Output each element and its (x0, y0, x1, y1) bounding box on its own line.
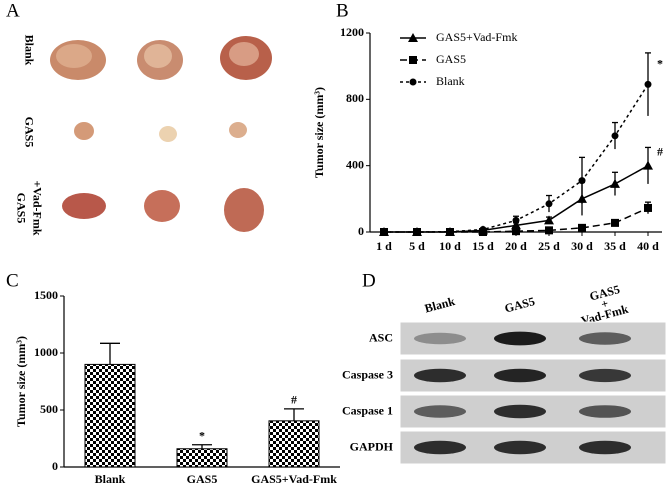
column-label: + (600, 296, 610, 311)
blot-band (579, 368, 631, 383)
tumor-photos (50, 36, 272, 232)
marker (644, 203, 652, 212)
marker (409, 78, 417, 86)
row-label: +Vad-Fmk (30, 180, 44, 235)
x-tick-label: GAS5+Vad-Fmk (251, 472, 337, 486)
blot-band (494, 331, 546, 346)
marker (380, 228, 388, 236)
blot-band (494, 368, 546, 383)
legend-label: GAS5+Vad-Fmk (436, 30, 517, 44)
y-tick-label: 1500 (34, 288, 58, 302)
annotation: * (199, 429, 205, 443)
column-label: GAS5 (503, 294, 536, 315)
marker (479, 226, 487, 234)
y-tick-label: 0 (358, 224, 364, 238)
marker (512, 216, 520, 224)
row-label: GAS5 (14, 193, 28, 224)
legend-label: Blank (436, 74, 465, 88)
x-tick-label: Blank (95, 472, 126, 486)
bar (84, 363, 136, 468)
error-bar (192, 444, 212, 449)
row-label: GAS5 (22, 117, 36, 148)
panel-label: A (6, 0, 20, 21)
x-tick-label: 10 d (439, 239, 461, 253)
marker (643, 160, 653, 170)
x-tick-label: 5 d (409, 239, 425, 253)
x-tick-label: 35 d (604, 239, 626, 253)
x-tick-label: GAS5 (187, 472, 218, 486)
y-tick-label: 500 (40, 402, 58, 416)
legend-label: GAS5 (436, 52, 466, 66)
marker (545, 200, 553, 208)
x-tick-label: 20 d (505, 239, 527, 253)
row-label: GAPDH (350, 439, 394, 453)
marker (409, 56, 417, 64)
blot-band (494, 440, 546, 455)
bar (268, 420, 320, 468)
marker (511, 220, 521, 230)
bar (176, 448, 228, 468)
row-label: ASC (369, 330, 393, 344)
x-tick-label: 1 d (376, 239, 392, 253)
annotation: # (291, 393, 297, 407)
blot-band (579, 405, 631, 418)
error-bar (284, 408, 304, 421)
panel-label: C (6, 270, 19, 291)
error-bar (100, 342, 120, 365)
y-tick-label: 0 (52, 459, 58, 473)
annotation: * (657, 56, 663, 70)
marker (545, 226, 553, 235)
blot-band (414, 368, 466, 383)
panel-label: B (336, 0, 349, 21)
x-tick-label: 15 d (472, 239, 494, 253)
row-label: Caspase 1 (342, 403, 393, 417)
y-axis-label: Tumor size (mm³) (312, 87, 326, 178)
blot-band (414, 440, 466, 455)
blot-band (414, 332, 466, 345)
y-tick-label: 1000 (34, 345, 58, 359)
blot-band (579, 332, 631, 345)
x-tick-label: 40 d (637, 239, 659, 253)
marker (413, 228, 421, 236)
column-label: Blank (423, 294, 457, 316)
y-axis-label: Tumor size (mm³) (14, 336, 28, 427)
marker (544, 215, 554, 225)
blot-band (579, 440, 631, 455)
marker (578, 223, 586, 232)
marker (446, 228, 454, 236)
series-line (384, 84, 649, 233)
x-tick-label: 30 d (571, 239, 593, 253)
marker (611, 132, 619, 140)
row-label: Blank (22, 35, 36, 66)
marker (512, 227, 520, 236)
blot-band (494, 404, 546, 419)
y-tick-label: 800 (346, 91, 364, 105)
annotation: # (657, 144, 663, 158)
y-tick-label: 1200 (340, 25, 364, 39)
row-label: Caspase 3 (342, 367, 393, 381)
marker (644, 80, 652, 88)
marker (578, 177, 586, 185)
panel-label: D (362, 270, 376, 291)
y-tick-label: 400 (346, 157, 364, 171)
marker (611, 218, 619, 227)
marker (408, 33, 418, 42)
marker (610, 178, 620, 188)
blot-band (414, 405, 466, 418)
x-tick-label: 25 d (538, 239, 560, 253)
